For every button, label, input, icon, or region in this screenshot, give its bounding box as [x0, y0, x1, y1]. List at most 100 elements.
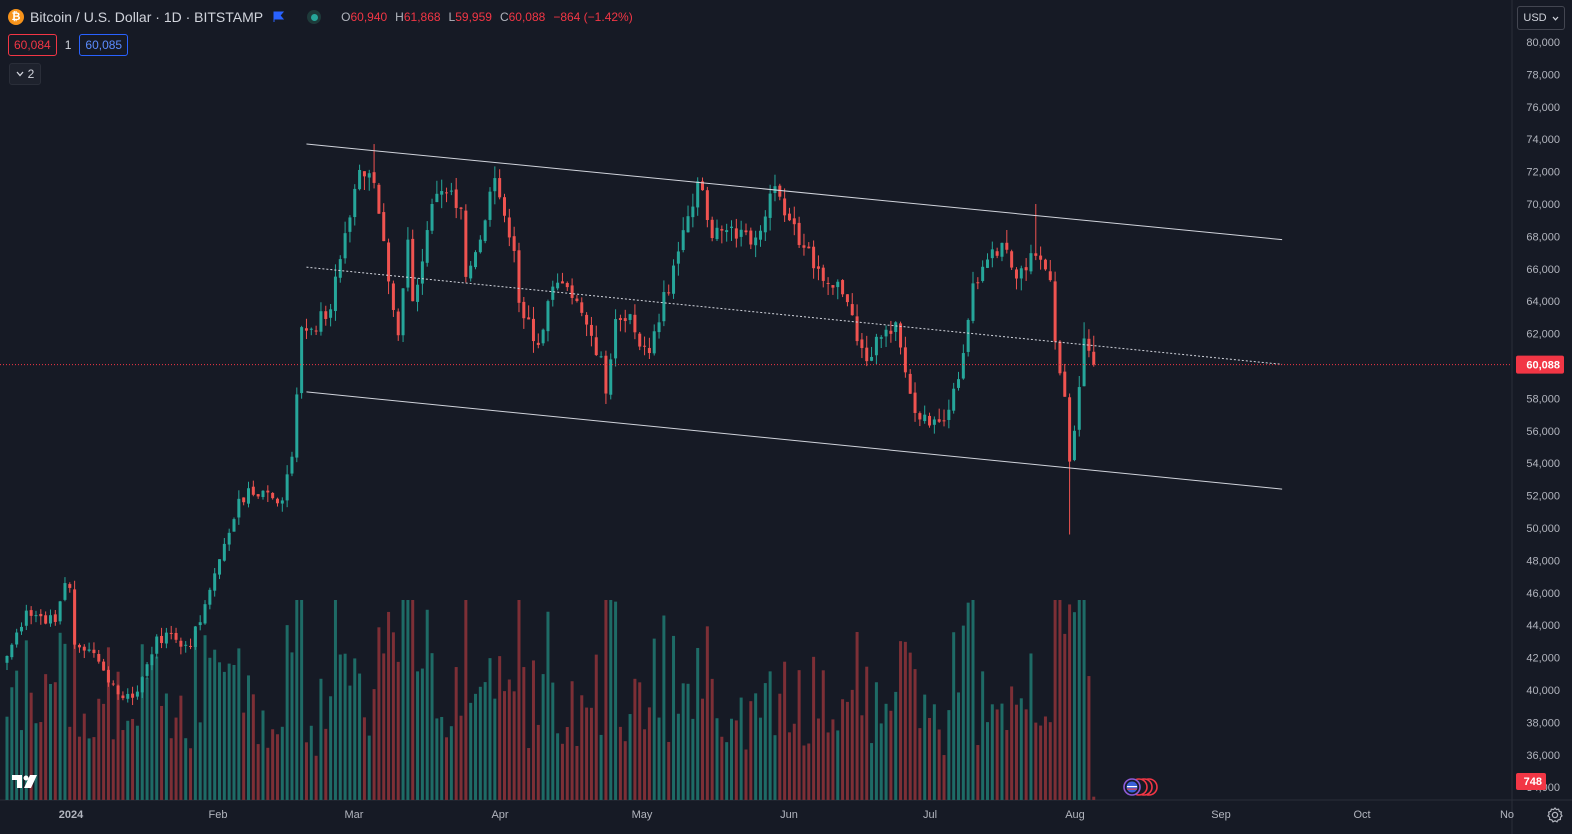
candle-body[interactable] — [391, 283, 395, 310]
candle-body[interactable] — [560, 281, 564, 284]
candle-body[interactable] — [416, 284, 420, 302]
candle-body[interactable] — [913, 392, 917, 413]
candle-body[interactable] — [367, 173, 371, 178]
candle-body[interactable] — [565, 282, 569, 288]
candle-body[interactable] — [411, 238, 415, 302]
candle-body[interactable] — [1029, 253, 1033, 272]
candle-body[interactable] — [551, 286, 555, 300]
candle-body[interactable] — [932, 419, 936, 425]
candle-body[interactable] — [242, 497, 246, 503]
candle-body[interactable] — [53, 614, 57, 622]
candle-body[interactable] — [121, 695, 125, 699]
candle-body[interactable] — [807, 246, 811, 249]
candle-body[interactable] — [758, 230, 762, 240]
candle-body[interactable] — [681, 230, 685, 251]
candle-body[interactable] — [372, 172, 376, 183]
candle-body[interactable] — [406, 239, 410, 288]
lower-channel-line[interactable] — [306, 391, 1283, 490]
candle-body[interactable] — [899, 323, 903, 348]
candle-body[interactable] — [1077, 387, 1081, 430]
candle-body[interactable] — [483, 220, 487, 242]
candle-body[interactable] — [787, 213, 791, 221]
candle-body[interactable] — [338, 259, 342, 278]
candle-body[interactable] — [333, 276, 337, 312]
candle-body[interactable] — [536, 342, 540, 345]
candle-body[interactable] — [797, 222, 801, 245]
candle-body[interactable] — [449, 190, 453, 192]
candle-body[interactable] — [903, 347, 907, 373]
candle-body[interactable] — [1082, 338, 1086, 387]
candle-body[interactable] — [1063, 371, 1067, 397]
candle-body[interactable] — [401, 288, 405, 336]
candle-body[interactable] — [247, 488, 250, 504]
candle-body[interactable] — [1058, 341, 1062, 374]
candle-body[interactable] — [1053, 281, 1057, 342]
candle-body[interactable] — [474, 252, 478, 268]
candle-body[interactable] — [1014, 269, 1018, 279]
candle-body[interactable] — [845, 294, 849, 303]
candle-body[interactable] — [908, 373, 912, 394]
indicators-toggle-button[interactable]: 2 — [9, 63, 41, 85]
candle-body[interactable] — [343, 233, 347, 259]
candle-body[interactable] — [87, 649, 91, 651]
candle-body[interactable] — [425, 230, 429, 263]
candle-body[interactable] — [942, 420, 946, 422]
candle-body[interactable] — [725, 230, 729, 233]
candle-body[interactable] — [720, 229, 724, 231]
candle-body[interactable] — [556, 282, 560, 289]
candle-body[interactable] — [227, 532, 231, 545]
candle-body[interactable] — [802, 245, 806, 248]
candle-body[interactable] — [63, 583, 67, 600]
flag-icon[interactable] — [273, 11, 285, 23]
candle-body[interactable] — [652, 331, 656, 354]
candle-body[interactable] — [585, 314, 589, 325]
candle-body[interactable] — [445, 192, 449, 194]
candle-body[interactable] — [430, 204, 434, 231]
bitcoin-icon[interactable]: ₿ — [8, 9, 24, 25]
candle-body[interactable] — [19, 626, 23, 632]
candle-body[interactable] — [469, 265, 473, 279]
candle-body[interactable] — [507, 217, 511, 238]
candle-body[interactable] — [184, 644, 188, 646]
candle-body[interactable] — [923, 414, 927, 422]
candle-body[interactable] — [131, 693, 135, 698]
candle-body[interactable] — [981, 266, 985, 281]
candle-body[interactable] — [420, 261, 424, 284]
candle-body[interactable] — [353, 188, 357, 218]
candle-body[interactable] — [77, 644, 81, 648]
candle-body[interactable] — [169, 632, 173, 634]
candle-body[interactable] — [730, 226, 733, 228]
candle-body[interactable] — [705, 190, 709, 221]
candle-body[interactable] — [570, 285, 574, 298]
candle-body[interactable] — [614, 319, 618, 359]
candle-body[interactable] — [488, 191, 492, 220]
candle-body[interactable] — [870, 356, 874, 361]
candle-body[interactable] — [502, 197, 506, 216]
candle-body[interactable] — [715, 227, 719, 240]
candle-body[interactable] — [280, 500, 284, 504]
candle-body[interactable] — [546, 301, 550, 332]
candle-body[interactable] — [435, 193, 439, 203]
candle-body[interactable] — [189, 645, 193, 647]
candle-body[interactable] — [73, 589, 77, 645]
tradingview-logo[interactable] — [10, 772, 44, 790]
candle-body[interactable] — [985, 259, 989, 268]
candle-body[interactable] — [319, 311, 323, 332]
candle-body[interactable] — [1048, 271, 1052, 281]
candle-body[interactable] — [855, 316, 859, 342]
candle-body[interactable] — [1024, 267, 1028, 271]
candle-body[interactable] — [531, 318, 535, 342]
candle-body[interactable] — [290, 456, 294, 474]
candle-body[interactable] — [454, 189, 458, 208]
candle-body[interactable] — [734, 228, 738, 239]
candle-body[interactable] — [672, 265, 676, 294]
currency-selector[interactable]: USD — [1517, 6, 1565, 30]
candle-body[interactable] — [657, 322, 661, 333]
candle-body[interactable] — [580, 302, 584, 313]
candle-body[interactable] — [768, 193, 772, 218]
candle-body[interactable] — [865, 347, 869, 362]
candle-body[interactable] — [778, 185, 782, 197]
candle-body[interactable] — [976, 282, 980, 284]
candle-body[interactable] — [961, 353, 965, 379]
candle-body[interactable] — [102, 661, 106, 671]
